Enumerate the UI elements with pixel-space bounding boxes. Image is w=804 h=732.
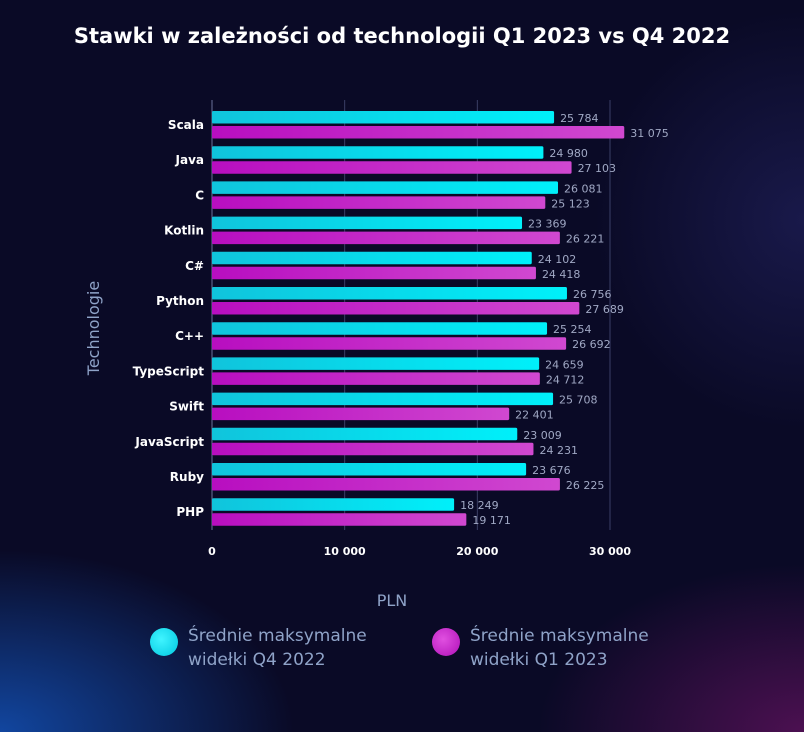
data-label: 18 249 bbox=[460, 499, 499, 512]
y-tick-label: Kotlin bbox=[164, 224, 204, 238]
data-label: 26 221 bbox=[566, 233, 605, 246]
data-label: 24 418 bbox=[542, 268, 581, 281]
data-label: 25 784 bbox=[560, 112, 599, 125]
x-tick-label: 20 000 bbox=[456, 545, 498, 558]
bar-q1-2023 bbox=[212, 126, 625, 139]
data-label: 23 676 bbox=[532, 464, 571, 477]
bar-q4-2022 bbox=[212, 146, 544, 159]
x-axis-label: PLN bbox=[377, 591, 408, 610]
data-label: 24 231 bbox=[539, 444, 578, 457]
legend-label: Średnie maksymalne bbox=[470, 626, 649, 646]
x-tick-label: 30 000 bbox=[589, 545, 631, 558]
y-tick-label: C# bbox=[185, 259, 204, 273]
x-tick-label: 10 000 bbox=[324, 545, 366, 558]
bar-q4-2022 bbox=[212, 216, 523, 230]
y-tick-label: TypeScript bbox=[133, 364, 205, 378]
y-tick-label: C bbox=[195, 188, 204, 202]
bar-q4-2022 bbox=[212, 181, 559, 194]
y-tick-label: Java bbox=[175, 153, 204, 167]
bar-q4-2022 bbox=[212, 251, 532, 265]
data-label: 22 401 bbox=[515, 409, 554, 422]
bar-q1-2023 bbox=[212, 231, 560, 245]
bar-q1-2023 bbox=[212, 442, 534, 456]
bar-q4-2022 bbox=[212, 357, 540, 370]
y-tick-label: Ruby bbox=[170, 470, 204, 484]
data-label: 24 980 bbox=[549, 147, 588, 160]
bar-q1-2023 bbox=[212, 372, 540, 385]
bar-q1-2023 bbox=[212, 337, 567, 350]
bar-q1-2023 bbox=[212, 478, 560, 491]
bar-q1-2023 bbox=[212, 407, 510, 421]
y-tick-label: Swift bbox=[169, 400, 204, 414]
chart-title: Stawki w zależności od technologii Q1 20… bbox=[73, 24, 731, 48]
data-label: 25 123 bbox=[551, 197, 590, 210]
data-label: 27 689 bbox=[585, 303, 624, 316]
data-label: 19 171 bbox=[472, 514, 511, 527]
data-label: 25 708 bbox=[559, 394, 598, 407]
y-tick-label: JavaScript bbox=[134, 435, 204, 449]
legend-swatch-magenta bbox=[432, 628, 460, 656]
bar-q4-2022 bbox=[212, 498, 455, 511]
legend-item-q4-2022: Średnie maksymalne widełki Q4 2022 bbox=[150, 624, 367, 672]
data-label: 31 075 bbox=[630, 127, 669, 140]
bar-q1-2023 bbox=[212, 161, 572, 174]
data-label: 26 225 bbox=[566, 479, 605, 492]
data-label: 24 102 bbox=[538, 253, 577, 266]
bar-q4-2022 bbox=[212, 427, 518, 441]
legend-label: widełki Q4 2022 bbox=[188, 650, 326, 670]
bar-q1-2023 bbox=[212, 196, 546, 209]
y-tick-label: C++ bbox=[175, 329, 204, 343]
legend-swatch-cyan bbox=[150, 628, 178, 656]
x-tick-label: 0 bbox=[208, 545, 216, 558]
y-tick-label: PHP bbox=[176, 505, 204, 519]
bar-q1-2023 bbox=[212, 266, 536, 280]
bar-q4-2022 bbox=[212, 111, 555, 124]
bar-q1-2023 bbox=[212, 302, 580, 315]
data-label: 24 659 bbox=[545, 358, 584, 371]
data-label: 26 692 bbox=[572, 338, 611, 351]
data-label: 24 712 bbox=[546, 373, 585, 386]
data-label: 26 081 bbox=[564, 182, 603, 195]
bar-q4-2022 bbox=[212, 392, 554, 406]
bar-q4-2022 bbox=[212, 287, 567, 300]
y-tick-label: Scala bbox=[168, 118, 204, 132]
bar-q4-2022 bbox=[212, 463, 527, 476]
data-label: 23 369 bbox=[528, 218, 567, 231]
data-label: 27 103 bbox=[578, 162, 617, 175]
legend-label: widełki Q1 2023 bbox=[470, 650, 608, 670]
bar-q4-2022 bbox=[212, 322, 548, 335]
y-tick-label: Python bbox=[156, 294, 204, 308]
data-label: 25 254 bbox=[553, 323, 592, 336]
data-label: 26 756 bbox=[573, 288, 612, 301]
legend-label: Średnie maksymalne bbox=[188, 626, 367, 646]
legend-item-q1-2023: Średnie maksymalne widełki Q1 2023 bbox=[432, 624, 649, 672]
data-label: 23 009 bbox=[523, 429, 562, 442]
y-axis-label: Technologie bbox=[84, 281, 103, 376]
bar-q1-2023 bbox=[212, 513, 467, 526]
